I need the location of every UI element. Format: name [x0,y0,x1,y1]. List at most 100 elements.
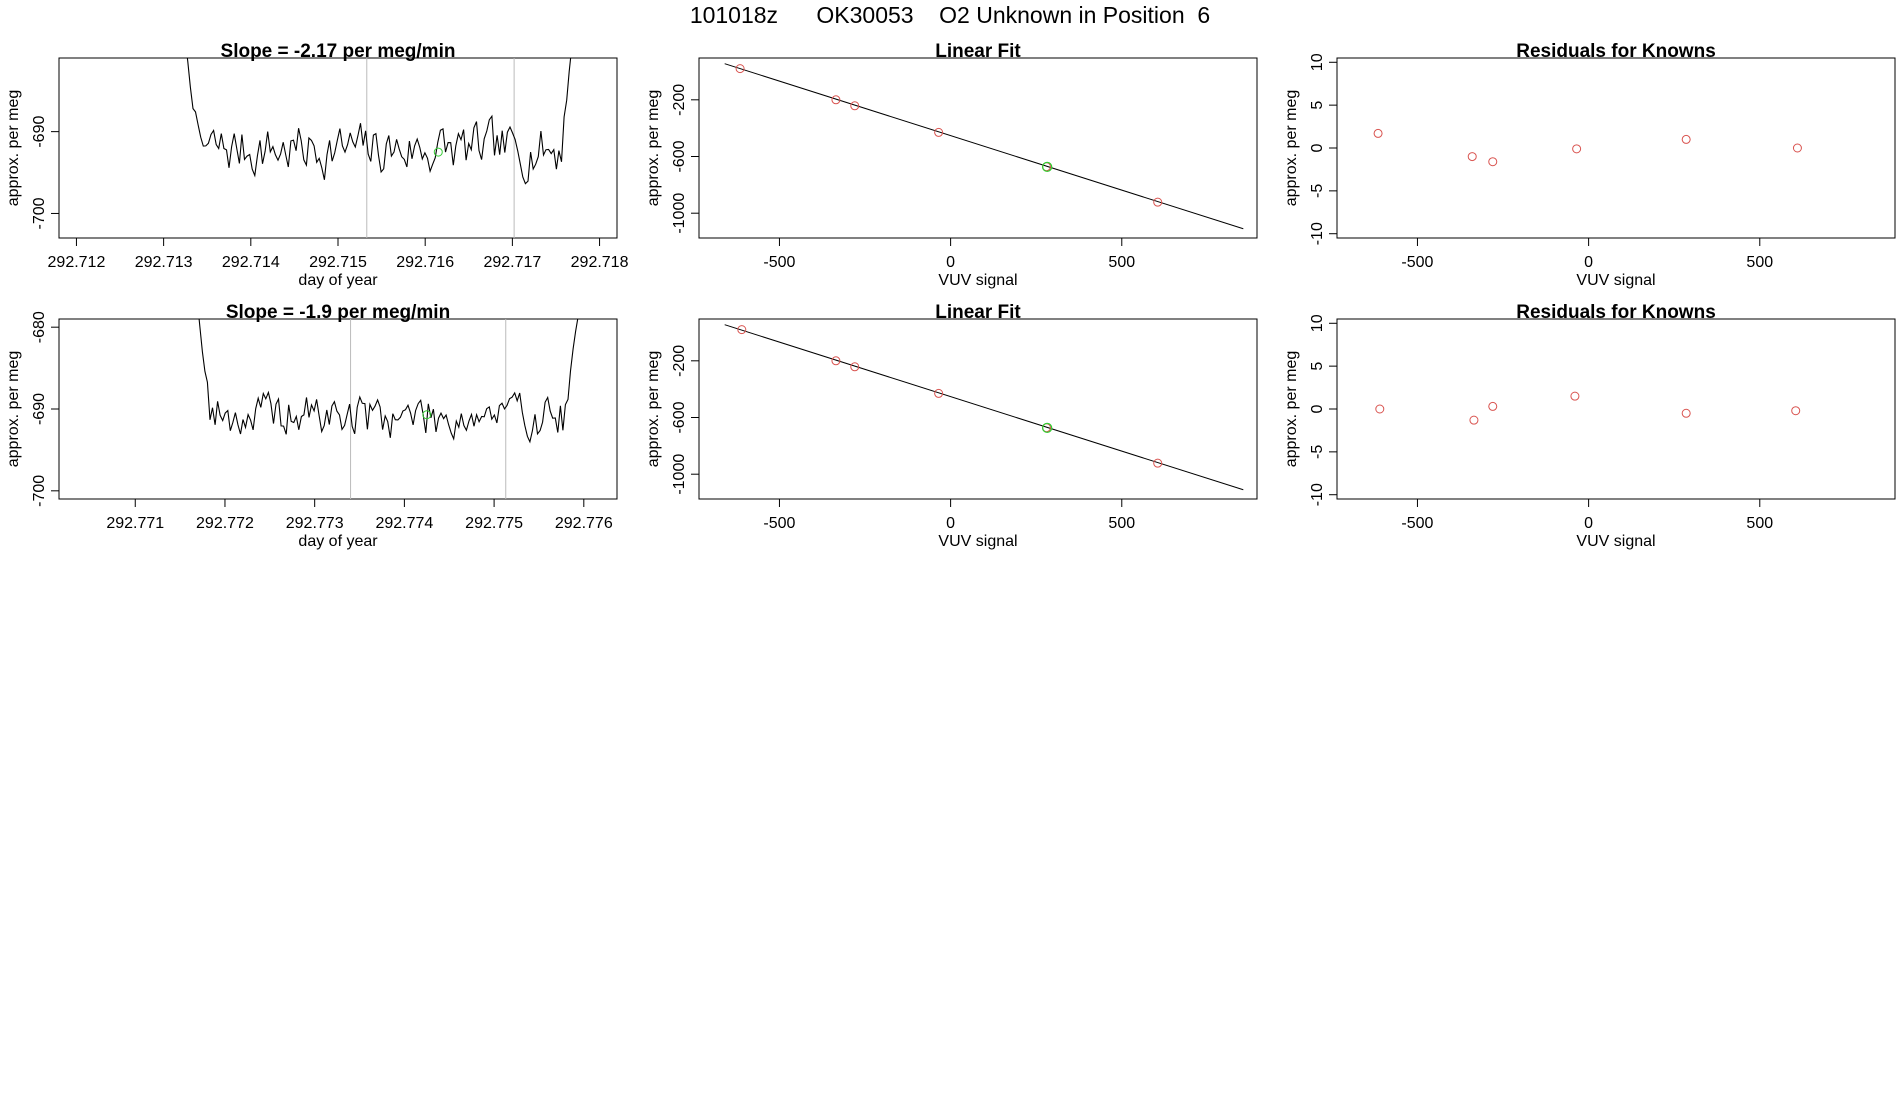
known-point [1488,401,1498,411]
x-tick-label: 292.716 [396,254,454,271]
known-point [1570,391,1580,401]
plot-area [186,58,572,238]
known-point [1469,415,1479,425]
x-tick-label: 292.712 [48,254,106,271]
x-tick-label: -500 [1401,254,1433,271]
x-tick-label: 500 [1108,515,1135,532]
x-tick-label: 0 [946,254,955,271]
y-tick-label: -200 [671,345,688,377]
plot-area [1373,128,1802,167]
y-tick-label: 10 [1309,53,1326,71]
y-tick-label: -600 [671,140,688,172]
plot-frame [698,318,1258,500]
known-point [1467,152,1477,162]
known-point [1488,157,1498,167]
x-axis-label: VUV signal [938,533,1017,550]
panel-res2: Residuals for Knowns -500 0 500 10 5 0 -5 -10 VUV… [1283,302,1896,550]
known-point [831,95,841,105]
known-point [934,388,944,398]
y-tick-label: -700 [31,475,48,507]
known-point [1375,404,1385,414]
figure-title: 101018z OK30053 O2 Unknown in Position 6 [689,2,1211,28]
fit-line [724,63,1244,230]
y-tick-label: -200 [671,84,688,116]
panel-title: Residuals for Knowns [1516,41,1716,62]
known-point [1572,144,1582,154]
x-tick-label: -500 [763,254,795,271]
x-tick-label: 292.718 [571,254,629,271]
x-axis-label: day of year [298,533,378,550]
x-tick-label: 292.715 [309,254,367,271]
y-tick-label: -690 [31,393,48,425]
panel-title: Slope = -1.9 per meg/min [226,302,450,323]
known-point [735,64,745,74]
y-tick-label: -5 [1309,445,1326,459]
x-tick-label: -500 [1401,515,1433,532]
known-point [1373,128,1383,138]
unknown-sample-point [433,147,443,157]
panel-fit2: Linear Fit -500 0 500 -200 -600 -1000 VUV signa… [645,302,1258,550]
plot-area [724,324,1244,491]
y-axis-label: approx. per meg [5,351,22,468]
x-tick-label: 292.772 [196,515,254,532]
plot-frame [58,318,618,500]
panel-title: Linear Fit [935,302,1021,323]
x-tick-label: 292.717 [483,254,541,271]
x-tick-label: 292.714 [222,254,280,271]
x-tick-label: 292.776 [555,515,613,532]
y-tick-label: -10 [1309,222,1326,245]
known-point [831,356,841,366]
known-point [1791,406,1801,416]
x-tick-label: 292.771 [106,515,164,532]
plot-frame [1336,57,1896,239]
known-point [934,127,944,137]
panel-ts1: Slope = -2.17 per meg/min 292.712 292.713 2… [5,41,629,289]
x-axis-label: day of year [298,272,378,289]
plot-area [198,319,579,499]
plot-frame [58,57,618,239]
panel-ts2: Slope = -1.9 per meg/min 292.771 292.772 29… [5,302,618,550]
y-axis-label: approx. per meg [1283,351,1300,468]
x-tick-label: -500 [763,515,795,532]
y-axis-label: approx. per meg [1283,90,1300,207]
known-point [1153,197,1163,207]
y-tick-label: 5 [1309,101,1326,110]
panel-fit1: Linear Fit -500 0 500 -200 -600 -1000 VUV signa… [645,41,1258,289]
panel-title: Residuals for Knowns [1516,302,1716,323]
panel-title: Slope = -2.17 per meg/min [221,41,456,62]
x-tick-label: 500 [1108,254,1135,271]
series-line [186,58,572,185]
unknown-point [1042,161,1053,173]
known-point [1681,408,1691,418]
known-point [737,325,747,335]
plot-frame [1336,318,1896,500]
y-tick-label: -700 [31,197,48,229]
known-point [1681,134,1691,144]
x-axis-label: VUV signal [938,272,1017,289]
y-tick-label: -600 [671,401,688,433]
plot-area [724,63,1244,230]
unknown-point [1042,422,1053,434]
x-tick-label: 0 [1584,515,1593,532]
known-point [850,362,860,372]
y-tick-label: -1000 [671,454,688,495]
x-tick-label: 292.773 [286,515,344,532]
x-axis-label: VUV signal [1576,272,1655,289]
known-point [1153,458,1163,468]
y-axis-label: approx. per meg [5,90,22,207]
plot-area [1375,391,1801,425]
plot-frame [698,57,1258,239]
x-tick-label: 500 [1746,254,1773,271]
panel-res1: Residuals for Knowns -500 0 500 10 5 0 -5 -10 VUV… [1283,41,1896,289]
y-axis-label: approx. per meg [645,90,662,207]
x-tick-label: 0 [1584,254,1593,271]
y-tick-label: -10 [1309,483,1326,506]
unknown-sample-point [422,410,432,420]
x-tick-label: 292.775 [465,515,523,532]
x-tick-label: 0 [946,515,955,532]
y-tick-label: -680 [31,311,48,343]
y-tick-label: 5 [1309,362,1326,371]
y-tick-label: -1000 [671,193,688,234]
x-tick-label: 500 [1746,515,1773,532]
